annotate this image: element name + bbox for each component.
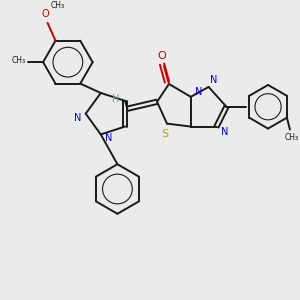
- Text: CH₃: CH₃: [285, 133, 299, 142]
- Text: O: O: [158, 51, 166, 61]
- Text: CH₃: CH₃: [11, 56, 26, 65]
- Text: H: H: [112, 94, 119, 104]
- Text: N: N: [221, 127, 228, 136]
- Text: N: N: [105, 134, 112, 143]
- Text: N: N: [195, 87, 202, 97]
- Text: N: N: [74, 113, 82, 123]
- Text: N: N: [210, 75, 217, 85]
- Text: O: O: [42, 9, 50, 19]
- Text: S: S: [161, 128, 169, 139]
- Text: CH₃: CH₃: [50, 1, 64, 10]
